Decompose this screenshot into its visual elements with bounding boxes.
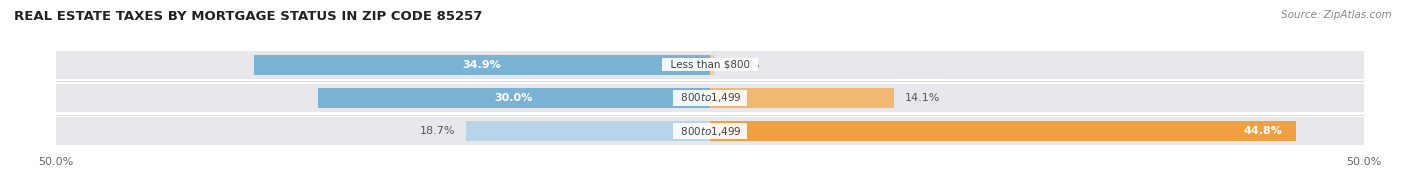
Text: 34.9%: 34.9% (463, 60, 501, 70)
Text: $800 to $1,499: $800 to $1,499 (673, 92, 747, 104)
Text: REAL ESTATE TAXES BY MORTGAGE STATUS IN ZIP CODE 85257: REAL ESTATE TAXES BY MORTGAGE STATUS IN … (14, 10, 482, 23)
Bar (710, 55, 714, 75)
Text: 0.32%: 0.32% (724, 60, 761, 70)
Text: 44.8%: 44.8% (1244, 126, 1282, 136)
Text: 18.7%: 18.7% (419, 126, 456, 136)
Bar (56, 51, 1364, 79)
Bar (318, 88, 710, 108)
Text: Less than $800: Less than $800 (664, 60, 756, 70)
Bar (56, 117, 1364, 145)
Bar (56, 84, 1364, 112)
Bar (253, 55, 710, 75)
Text: 14.1%: 14.1% (905, 93, 941, 103)
Text: $800 to $1,499: $800 to $1,499 (673, 125, 747, 138)
Text: 30.0%: 30.0% (495, 93, 533, 103)
Bar (710, 88, 894, 108)
Text: Source: ZipAtlas.com: Source: ZipAtlas.com (1281, 10, 1392, 20)
Bar (710, 121, 1296, 141)
Bar (465, 121, 710, 141)
